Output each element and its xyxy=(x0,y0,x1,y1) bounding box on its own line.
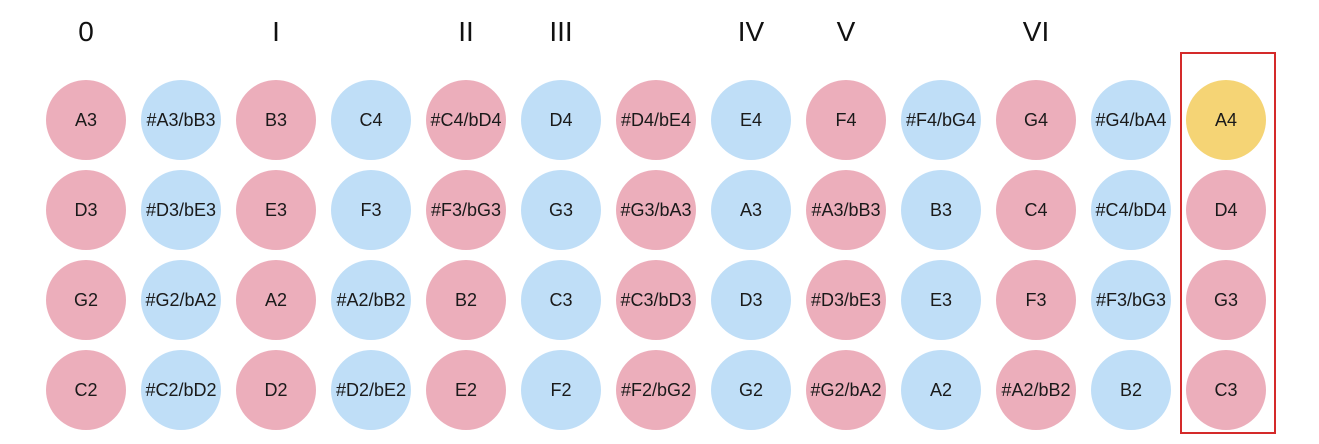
note-circle[interactable]: #A2/bB2 xyxy=(331,260,411,340)
note-circle[interactable]: A2 xyxy=(236,260,316,340)
note-circle[interactable]: #G2/bA2 xyxy=(806,350,886,430)
fret-marker xyxy=(616,12,696,52)
note-circle[interactable]: D3 xyxy=(46,170,126,250)
note-circle[interactable]: #G2/bA2 xyxy=(141,260,221,340)
note-circle[interactable]: #C2/bD2 xyxy=(141,350,221,430)
note-circle[interactable]: #F3/bG3 xyxy=(1091,260,1171,340)
note-circle[interactable]: G3 xyxy=(1186,260,1266,340)
note-circle[interactable]: E4 xyxy=(711,80,791,160)
note-circle[interactable]: #A2/bB2 xyxy=(996,350,1076,430)
note-circle[interactable]: E3 xyxy=(236,170,316,250)
note-circle[interactable]: D3 xyxy=(711,260,791,340)
note-circle[interactable]: #F3/bG3 xyxy=(426,170,506,250)
fret-marker xyxy=(1091,12,1171,52)
fret-marker: VI xyxy=(1022,16,1050,47)
note-circle[interactable]: G4 xyxy=(996,80,1076,160)
fret-marker xyxy=(1186,12,1266,52)
fret-marker: III xyxy=(549,16,573,47)
note-circle[interactable]: #A3/bB3 xyxy=(806,170,886,250)
note-circle[interactable]: E3 xyxy=(901,260,981,340)
note-circle[interactable]: #F2/bG2 xyxy=(616,350,696,430)
note-circle[interactable]: #D2/bE2 xyxy=(331,350,411,430)
note-circle[interactable]: A2 xyxy=(901,350,981,430)
note-circle[interactable]: #G3/bA3 xyxy=(616,170,696,250)
fret-marker xyxy=(331,12,411,52)
note-circle[interactable]: #D3/bE3 xyxy=(141,170,221,250)
fret-marker xyxy=(901,12,981,52)
note-circle[interactable]: #D4/bE4 xyxy=(616,80,696,160)
note-circle[interactable]: F3 xyxy=(331,170,411,250)
note-circle[interactable]: #D3/bE3 xyxy=(806,260,886,340)
note-circle[interactable]: #A3/bB3 xyxy=(141,80,221,160)
note-circle[interactable]: G3 xyxy=(521,170,601,250)
note-circle[interactable]: C3 xyxy=(521,260,601,340)
note-circle[interactable]: A3 xyxy=(46,80,126,160)
note-circle[interactable]: D2 xyxy=(236,350,316,430)
note-circle[interactable]: F3 xyxy=(996,260,1076,340)
note-circle[interactable]: F2 xyxy=(521,350,601,430)
fret-marker: I xyxy=(272,16,280,47)
note-circle[interactable]: C4 xyxy=(331,80,411,160)
note-circle[interactable]: B2 xyxy=(1091,350,1171,430)
note-circle[interactable]: G2 xyxy=(711,350,791,430)
fret-marker: IV xyxy=(737,16,765,47)
note-circle[interactable]: #F4/bG4 xyxy=(901,80,981,160)
note-circle[interactable]: D4 xyxy=(521,80,601,160)
note-circle[interactable]: B3 xyxy=(901,170,981,250)
note-circle[interactable]: #C4/bD4 xyxy=(1091,170,1171,250)
note-circle[interactable]: B2 xyxy=(426,260,506,340)
note-circle[interactable]: B3 xyxy=(236,80,316,160)
fret-marker: 0 xyxy=(78,16,94,47)
fret-marker xyxy=(141,12,221,52)
note-circle[interactable]: #C3/bD3 xyxy=(616,260,696,340)
note-circle[interactable]: F4 xyxy=(806,80,886,160)
note-circle[interactable]: A3 xyxy=(711,170,791,250)
note-circle[interactable]: #G4/bA4 xyxy=(1091,80,1171,160)
note-circle[interactable]: C4 xyxy=(996,170,1076,250)
note-circle[interactable]: C2 xyxy=(46,350,126,430)
note-circle[interactable]: G2 xyxy=(46,260,126,340)
fret-marker: II xyxy=(458,16,474,47)
note-circle[interactable]: C3 xyxy=(1186,350,1266,430)
fret-marker: V xyxy=(836,16,856,47)
note-circle[interactable]: A4 xyxy=(1186,80,1266,160)
note-circle[interactable]: D4 xyxy=(1186,170,1266,250)
note-circle[interactable]: #C4/bD4 xyxy=(426,80,506,160)
note-circle[interactable]: E2 xyxy=(426,350,506,430)
